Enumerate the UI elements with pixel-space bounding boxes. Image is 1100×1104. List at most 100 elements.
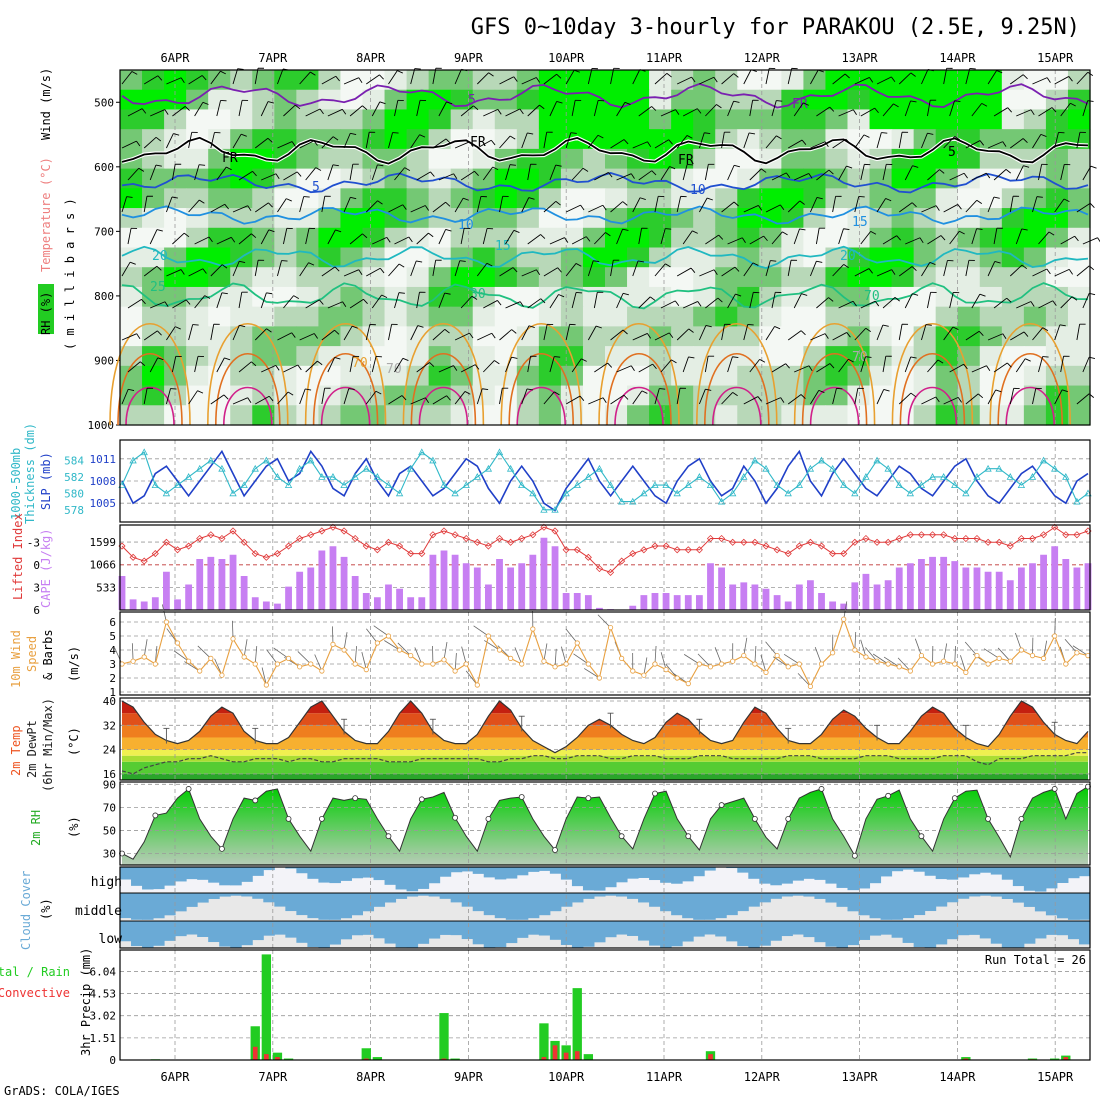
thickness-label-a: 1000-500mb bbox=[9, 448, 23, 520]
cape-bar bbox=[352, 576, 359, 610]
rh-cell bbox=[627, 405, 650, 425]
cloud-cell bbox=[572, 893, 584, 902]
cloud-cell bbox=[340, 893, 352, 918]
wind10m-point bbox=[531, 627, 535, 631]
cloud-cell bbox=[208, 921, 220, 942]
cloud-cell bbox=[396, 893, 408, 899]
cloud-cell bbox=[991, 867, 1003, 875]
contour-label: FR bbox=[792, 97, 808, 112]
rh-cell bbox=[715, 405, 738, 425]
t2m-label-a: 2m Temp bbox=[9, 725, 23, 776]
wind10m-point bbox=[964, 670, 968, 674]
wind-speed-tick: 6 bbox=[109, 616, 116, 629]
rh-cell bbox=[186, 70, 209, 90]
wind10m-point bbox=[897, 665, 901, 669]
cloud-cell bbox=[1046, 893, 1058, 915]
cloud-cell bbox=[528, 867, 540, 872]
rh-cell bbox=[914, 346, 937, 366]
cloud-cell bbox=[296, 893, 308, 915]
rh-cell bbox=[120, 129, 143, 149]
rh-cell bbox=[693, 70, 716, 90]
cloud-cell bbox=[186, 893, 198, 907]
rh-cell bbox=[870, 228, 893, 248]
rh-cell bbox=[451, 109, 474, 129]
cloud-cell bbox=[142, 867, 154, 889]
wind10m-point bbox=[475, 683, 479, 687]
cape-bar bbox=[696, 595, 703, 610]
wind10m-point bbox=[853, 648, 857, 652]
wind-barb-flag bbox=[304, 197, 310, 198]
rh-cell bbox=[892, 248, 915, 268]
rh-cell bbox=[1002, 90, 1025, 110]
wind10m-point bbox=[209, 656, 213, 660]
cape-bar bbox=[674, 595, 681, 610]
rh-cell bbox=[318, 109, 341, 129]
rh-cell bbox=[825, 366, 848, 386]
cloud-cell bbox=[440, 921, 452, 935]
cloud-cell bbox=[473, 893, 485, 911]
cloud-cell bbox=[638, 893, 650, 902]
cloud-cell bbox=[748, 867, 760, 879]
cloud-cell bbox=[495, 867, 507, 879]
thickness-label-b: Thickness (dm) bbox=[23, 423, 37, 524]
rh-cell bbox=[583, 109, 606, 129]
wind10m-point bbox=[320, 669, 324, 673]
cloud-cell bbox=[892, 893, 904, 920]
cloud-cell bbox=[836, 867, 848, 888]
contour-label: 20 bbox=[152, 249, 168, 264]
rh-cell bbox=[517, 149, 540, 169]
rh-cell bbox=[561, 267, 584, 287]
cloud-cell bbox=[363, 867, 375, 878]
rh-cell bbox=[892, 169, 915, 189]
cape-bar bbox=[685, 595, 692, 610]
cloud-cell bbox=[1002, 893, 1014, 899]
rh-cell bbox=[649, 70, 672, 90]
cloud-cell bbox=[781, 921, 793, 936]
top-date-label: 13APR bbox=[842, 51, 879, 65]
rh-cell bbox=[825, 208, 848, 228]
cloud-cell bbox=[792, 867, 804, 881]
rh-cell bbox=[186, 307, 209, 327]
rh-cell bbox=[495, 405, 518, 425]
cloud-cell bbox=[517, 893, 529, 920]
rh-cell bbox=[252, 326, 275, 346]
cloud-cell bbox=[693, 867, 705, 876]
cloud-cell bbox=[649, 867, 661, 880]
cloud-cell bbox=[517, 921, 529, 938]
cape-bar bbox=[829, 602, 836, 611]
cloud-cell bbox=[936, 867, 948, 879]
rh-cell bbox=[715, 366, 738, 386]
rh-cell bbox=[870, 129, 893, 149]
cape-bar bbox=[263, 602, 270, 611]
rh-cell bbox=[759, 307, 782, 327]
contour-label: 15 bbox=[852, 215, 868, 230]
rh-cell bbox=[1024, 228, 1047, 248]
cloud-cell bbox=[947, 867, 959, 880]
rh-cell bbox=[363, 228, 386, 248]
rh-cell bbox=[274, 228, 297, 248]
cape-bar bbox=[663, 593, 670, 610]
rh-cell bbox=[120, 248, 143, 268]
rh-cell bbox=[274, 109, 297, 129]
cape-bar bbox=[629, 606, 636, 610]
rh-cell bbox=[1024, 267, 1047, 287]
rh-point bbox=[786, 816, 791, 821]
cape-bar bbox=[496, 559, 503, 610]
top-date-label: 7APR bbox=[258, 51, 288, 65]
rh-point bbox=[619, 834, 624, 839]
rh-cell bbox=[252, 109, 275, 129]
rh-cell bbox=[605, 208, 628, 228]
cloud-cell bbox=[627, 867, 639, 879]
rh-cell bbox=[363, 405, 386, 425]
rh-cell bbox=[429, 149, 452, 169]
w10-unit: (m/s) bbox=[67, 646, 81, 682]
wind10m-point bbox=[275, 662, 279, 666]
rh-point bbox=[719, 803, 724, 808]
wind10m-point bbox=[642, 673, 646, 677]
wind10m-point bbox=[253, 662, 257, 666]
thickness-tick: 578 bbox=[64, 504, 84, 517]
cape-bar bbox=[207, 557, 214, 610]
cloud-cell bbox=[219, 921, 231, 947]
cloud-cell bbox=[528, 921, 540, 935]
cloud-cell bbox=[164, 867, 176, 886]
